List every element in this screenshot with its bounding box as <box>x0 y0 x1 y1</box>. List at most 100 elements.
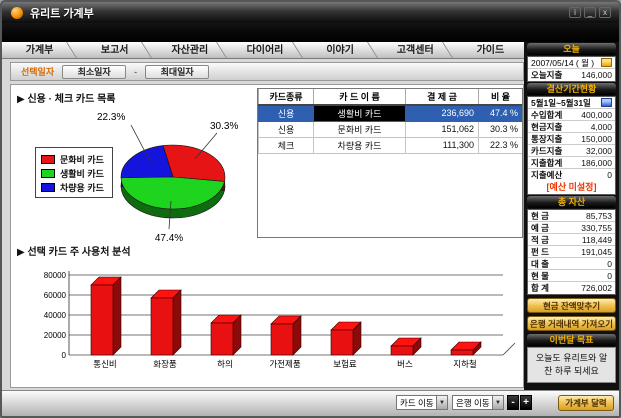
sidebar-row: 펀 드 191,045 <box>528 246 615 258</box>
period-panel: 5월1일~5월31일 수입합계 400,000 현금지출 4,000 통장지출 150,0… <box>527 96 616 195</box>
today-header: 오늘 <box>527 43 616 55</box>
bar <box>330 329 354 356</box>
bar <box>150 297 174 356</box>
content-panel: ▶ 신용 · 체크 카드 목록 30.3% 47.4% 22.3% 문화비 카드 생활… <box>10 84 524 388</box>
today-expense-label: 오늘지출 <box>531 70 563 80</box>
min-date-button[interactable]: 최소일자 <box>62 64 127 79</box>
legend-swatch <box>41 168 55 178</box>
table-column-header: 카 드 이 름 <box>313 89 406 106</box>
sidebar-row: 수입합계 400,000 <box>528 109 615 121</box>
date-range-separator: - <box>134 66 138 77</box>
zoom-out-button[interactable]: - <box>507 395 519 410</box>
close-button[interactable]: x <box>599 7 611 18</box>
tab-item[interactable]: 가계부 <box>2 42 77 58</box>
table-cell: 차량용 카드 <box>313 136 406 154</box>
x-axis-category-label: 하의 <box>217 359 233 369</box>
y-axis-tick-label: 0 <box>62 351 67 360</box>
period-range: 5월1일~5월31일 <box>531 97 591 108</box>
legend-item: 차량용 카드 <box>41 180 112 194</box>
window-controls: i _ x <box>569 7 619 18</box>
x-axis-category-label: 보험료 <box>333 359 357 369</box>
assets-panel: 현 금 85,753 예 금 330,755 적 금 118,449 펀 드 191,045 대… <box>527 209 616 295</box>
legend-swatch <box>41 182 55 192</box>
bar <box>450 349 474 356</box>
window-header: 유리트 가계부 i _ x <box>2 2 619 42</box>
cash-balance-button[interactable]: 현금 잔액맞추기 <box>527 298 616 313</box>
chevron-down-icon: ▼ <box>492 396 503 409</box>
assets-header: 총 자산 <box>527 196 616 208</box>
sidebar-row: 합 계 726,002 <box>531 283 612 293</box>
budget-not-set-link[interactable]: [예산 미설정] <box>546 182 597 192</box>
sidebar-row: 현 금 85,753 <box>528 210 615 222</box>
table-cell: 체크 <box>258 136 314 154</box>
sidebar-row: 지출합계 186,000 <box>528 157 615 169</box>
pie-slice <box>120 176 225 210</box>
table-cell: 문화비 카드 <box>313 120 406 138</box>
main-area: 선택일자 최소일자 - 최대일자 ▶ 신용 · 체크 카드 목록 30.3% 47… <box>2 59 528 390</box>
y-axis-tick-label: 40000 <box>44 311 67 320</box>
tab-item[interactable]: 자산관리 <box>152 42 227 58</box>
pie-slice <box>120 145 174 179</box>
table-cell: 22.3 % <box>478 136 522 154</box>
tab-item[interactable]: 이야기 <box>303 42 378 58</box>
usage-bar-chart: 0 20000 40000 60000 80000 통신비 화장품 하의 가전제품 보험료 버스 지하… <box>44 271 516 369</box>
legend-item: 문화비 카드 <box>41 152 112 166</box>
card-ratio-pie-chart: 30.3% 47.4% 22.3% <box>97 112 238 244</box>
bar <box>270 323 294 356</box>
table-row[interactable]: 신용 문화비 카드 151,062 30.3 % <box>258 120 522 138</box>
table-cell: 151,062 <box>405 120 479 138</box>
x-axis-category-label: 지하철 <box>453 359 477 369</box>
bank-move-select[interactable]: 은행 이동 ▼ <box>452 395 504 410</box>
tab-bar: 가계부 보고서 자산관리 다이어리 이야기 고객센터 가이드 <box>2 42 528 59</box>
tab-item[interactable]: 다이어리 <box>227 42 302 58</box>
calendar-view-button[interactable]: 가계부 달력 <box>558 395 614 411</box>
table-cell: 30.3 % <box>478 120 522 138</box>
bar <box>112 276 122 356</box>
table-column-header: 카드종류 <box>258 89 314 106</box>
table-column-header: 비 율 <box>478 89 522 106</box>
pie-data-label: 30.3% <box>210 121 238 132</box>
title-bar[interactable]: 유리트 가계부 i _ x <box>2 2 619 23</box>
info-button[interactable]: i <box>569 7 581 18</box>
table-cell: 생활비 카드 <box>313 104 406 122</box>
date-filter-label: 선택일자 <box>21 67 55 77</box>
app-logo-icon <box>11 6 23 19</box>
month-goal-header: 이번달 목표 <box>527 334 616 346</box>
sidebar-row: 지출예산 0 <box>531 170 612 180</box>
table-cell: 신용 <box>258 104 314 122</box>
month-goal-message: 오늘도 유리트와 알찬 하루 되세요 <box>527 347 616 383</box>
card-list-heading: ▶ 신용 · 체크 카드 목록 <box>17 94 116 105</box>
calendar-icon[interactable] <box>601 58 612 67</box>
minimize-button[interactable]: _ <box>584 7 596 18</box>
tab-item[interactable]: 보고서 <box>77 42 152 58</box>
today-expense-value: 146,000 <box>581 70 612 80</box>
table-row[interactable]: 신용 생활비 카드 236,690 47.4 % <box>258 104 522 122</box>
table-cell: 47.4 % <box>478 104 522 122</box>
sidebar: 오늘 2007/05/14 ( 월 ) 오늘지출 146,000 결산기간현황 … <box>524 42 619 390</box>
print-icon[interactable] <box>601 98 612 107</box>
zoom-in-button[interactable]: + <box>520 395 532 410</box>
sidebar-row: 카드지출 32,000 <box>528 145 615 157</box>
sidebar-row: 적 금 118,449 <box>528 234 615 246</box>
tab-item[interactable]: 가이드 <box>476 45 505 56</box>
bank-import-button[interactable]: 은행 거래내역 가져오기 <box>527 316 616 331</box>
y-axis-tick-label: 60000 <box>44 291 67 300</box>
sidebar-row: 통장지출 150,000 <box>528 133 615 145</box>
period-header: 결산기간현황 <box>527 83 616 95</box>
x-axis-category-label: 가전제품 <box>269 359 300 369</box>
max-date-button[interactable]: 최대일자 <box>145 64 210 79</box>
sidebar-row: 예 금 330,755 <box>528 222 615 234</box>
y-axis-tick-label: 20000 <box>44 331 67 340</box>
chevron-down-icon: ▼ <box>436 396 447 409</box>
tab-item[interactable]: 고객센터 <box>378 42 453 58</box>
x-axis-category-label: 통신비 <box>93 359 116 369</box>
usage-heading: ▶ 선택 카드 주 사용처 분석 <box>17 247 131 258</box>
table-cell: 111,300 <box>405 136 479 154</box>
table-row[interactable]: 체크 차량용 카드 111,300 22.3 % <box>258 136 522 154</box>
card-move-select[interactable]: 카드 이동 ▼ <box>396 395 448 410</box>
sidebar-row: 현금지출 4,000 <box>528 121 615 133</box>
